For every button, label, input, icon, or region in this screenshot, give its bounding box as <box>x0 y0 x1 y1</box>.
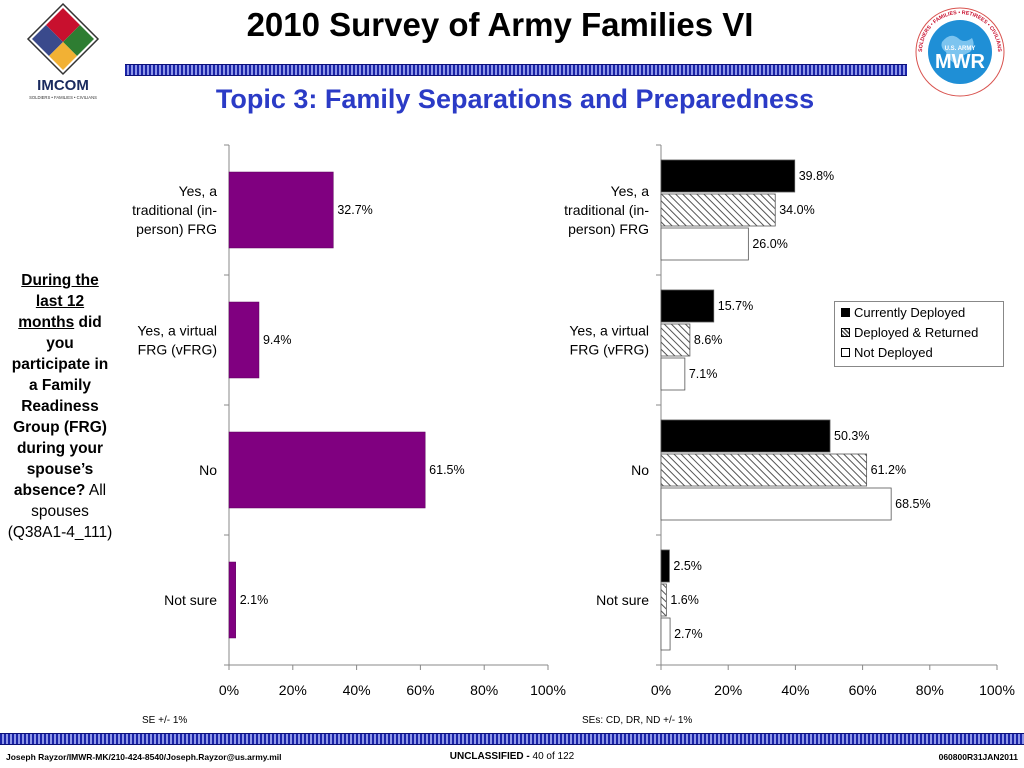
legend-swatch-white <box>841 347 850 357</box>
data-label: 32.7% <box>337 203 372 217</box>
category-label: person) FRG <box>568 221 649 237</box>
bar <box>660 289 715 323</box>
chart-left: 0% 20% 40% 60% 80% 100% Yes, a traditional (in-… <box>132 144 566 698</box>
data-label: 61.5% <box>429 463 464 477</box>
bar <box>660 193 776 227</box>
classification-label: UNCLASSIFIED - <box>449 751 530 762</box>
data-label: 2.1% <box>240 593 269 607</box>
question-timeframe: During the last 12 months <box>18 272 99 331</box>
right-se-note: SEs: CD, DR, ND +/- 1% <box>582 715 693 726</box>
imcom-logo-text: IMCOM <box>37 77 89 94</box>
bar <box>660 549 670 583</box>
category-label: Yes, a virtual <box>569 323 649 339</box>
data-label: 39.8% <box>799 169 834 183</box>
legend-label: Deployed & Returned <box>854 324 979 340</box>
x-tick-label: 40% <box>781 682 809 698</box>
category-label: Not sure <box>164 592 217 608</box>
data-label: 61.2% <box>871 463 906 477</box>
x-tick-label: 100% <box>530 682 566 698</box>
legend-item-not-deployed: Not Deployed <box>835 342 1003 362</box>
page-subtitle: Topic 3: Family Separations and Prepared… <box>215 84 815 114</box>
header-divider <box>125 64 907 76</box>
x-tick-label: 20% <box>279 682 307 698</box>
chart-right: 0% 20% 40% 60% 80% 100% Yes, a traditional (in-… <box>564 144 1015 698</box>
bar <box>660 453 868 487</box>
bar <box>660 419 831 453</box>
category-label: No <box>199 462 217 478</box>
mwr-logo-text: MWR <box>935 51 986 73</box>
bar <box>660 357 686 391</box>
footer-classification: UNCLASSIFIED - 40 of 122 <box>400 751 624 762</box>
data-label: 7.1% <box>689 367 718 381</box>
bar <box>228 301 260 379</box>
x-tick-label: 0% <box>651 682 671 698</box>
x-tick-label: 20% <box>714 682 742 698</box>
bar <box>228 561 236 639</box>
survey-question: During the last 12 months did you partic… <box>6 270 114 543</box>
x-tick-label: 80% <box>470 682 498 698</box>
page-number: 40 of 122 <box>532 751 575 762</box>
bar <box>228 171 334 249</box>
mwr-logo: U.S. ARMY MWR SOLDIERS • FAMILIES • RETI… <box>915 7 1005 97</box>
category-label: No <box>631 462 649 478</box>
category-label: Not sure <box>596 592 649 608</box>
category-label: FRG (vFRG) <box>138 342 217 358</box>
category-label: FRG (vFRG) <box>570 342 649 358</box>
footer-date-code: 060800R31JAN2011 <box>938 752 1018 762</box>
bar <box>228 431 426 509</box>
data-label: 68.5% <box>895 497 930 511</box>
footer-contact: Joseph Rayzor/IMWR-MK/210-424-8540/Josep… <box>6 752 282 762</box>
category-label: traditional (in- <box>132 202 217 218</box>
x-tick-label: 60% <box>849 682 877 698</box>
bar <box>660 487 892 521</box>
x-tick-label: 40% <box>343 682 371 698</box>
bar <box>660 159 796 193</box>
x-tick-label: 60% <box>406 682 434 698</box>
legend-swatch-hatch <box>841 327 850 337</box>
bar <box>660 583 667 617</box>
legend-item-currently-deployed: Currently Deployed <box>835 302 1003 322</box>
category-label: Yes, a <box>179 183 218 199</box>
x-tick-label: 80% <box>916 682 944 698</box>
category-label: Yes, a <box>611 183 650 199</box>
imcom-logo: IMCOM SOLDIERS • FAMILIES • CIVILIANS <box>26 2 100 100</box>
legend-item-deployed-returned: Deployed & Returned <box>835 322 1003 342</box>
question-population: All spouses (Q38A1-4_111) <box>7 482 113 541</box>
imcom-logo-tagline: SOLDIERS • FAMILIES • CIVILIANS <box>29 95 97 100</box>
x-tick-label: 0% <box>219 682 239 698</box>
data-label: 26.0% <box>752 237 787 251</box>
data-label: 15.7% <box>718 299 753 313</box>
mwr-logo-small: U.S. ARMY <box>945 46 976 52</box>
data-label: 9.4% <box>263 333 292 347</box>
data-label: 2.7% <box>674 627 703 641</box>
bar <box>660 227 749 261</box>
category-label: traditional (in- <box>564 202 649 218</box>
chart-legend: Currently Deployed Deployed & Returned N… <box>834 301 1004 367</box>
category-label: person) FRG <box>136 221 217 237</box>
left-se-note: SE +/- 1% <box>142 715 188 726</box>
data-label: 50.3% <box>834 429 869 443</box>
data-label: 1.6% <box>670 593 699 607</box>
legend-label: Not Deployed <box>854 344 933 360</box>
bar <box>660 323 691 357</box>
legend-label: Currently Deployed <box>854 304 966 320</box>
question-text: did you participate in a Family Readines… <box>11 314 109 499</box>
data-label: 34.0% <box>779 203 814 217</box>
footer-divider <box>0 733 1024 745</box>
x-tick-label: 100% <box>979 682 1015 698</box>
legend-swatch-solid <box>841 307 850 317</box>
data-label: 8.6% <box>694 333 723 347</box>
page-title: 2010 Survey of Army Families VI <box>246 6 754 43</box>
category-label: Yes, a virtual <box>137 323 217 339</box>
data-label: 2.5% <box>673 559 702 573</box>
bar <box>660 617 671 651</box>
